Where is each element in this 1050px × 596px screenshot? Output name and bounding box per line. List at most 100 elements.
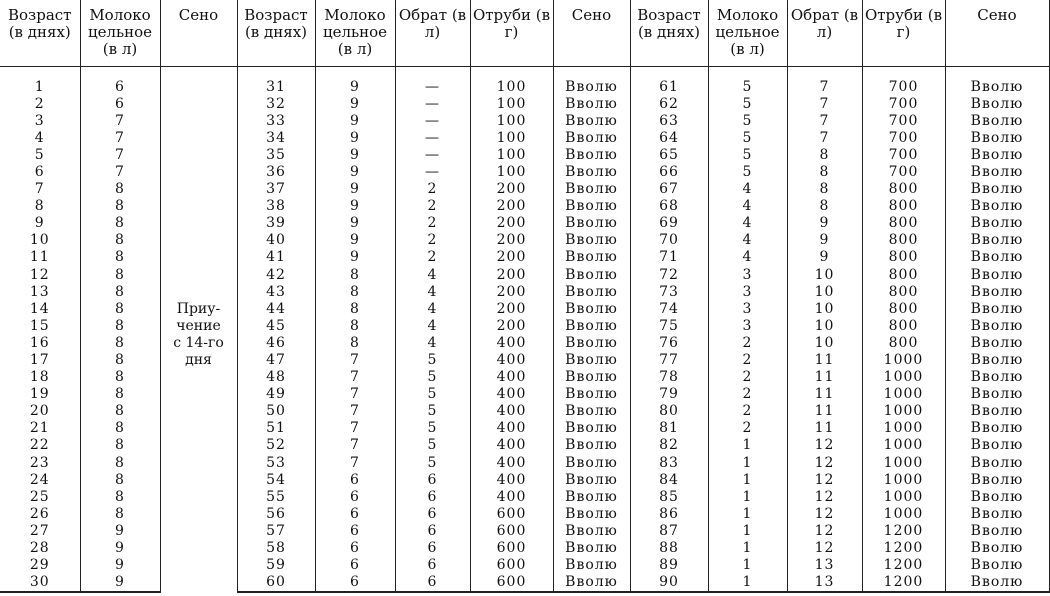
hay-cell: Вволю <box>944 78 1050 96</box>
hay-cell: Вволю <box>552 249 630 267</box>
skim-milk-cell: 5 <box>394 352 470 370</box>
column-header: Обрат (в л) <box>394 0 470 67</box>
age-cell: 69 <box>629 215 708 233</box>
skim-milk-cell: 12 <box>786 505 862 523</box>
whole-milk-cell: 3 <box>707 266 787 284</box>
skim-milk-cell: 5 <box>394 420 470 438</box>
age-cell: 46 <box>236 334 315 352</box>
hay-cell: Вволю <box>552 266 630 284</box>
age-cell: 8 <box>34 198 45 215</box>
bran-cell: 200 <box>469 198 553 216</box>
age-cell: 78 <box>629 369 708 387</box>
age-cell: 31 <box>236 78 315 96</box>
age-cell: 54 <box>236 471 315 489</box>
skim-milk-cell: 12 <box>786 471 862 489</box>
age-cell: 44 <box>236 300 315 318</box>
skim-milk-cell: 4 <box>394 300 470 318</box>
hay-cell: Вволю <box>944 232 1050 250</box>
skim-milk-cell: 6 <box>394 540 470 558</box>
age-cell: 82 <box>629 437 708 455</box>
age-cell: 14 <box>29 300 50 317</box>
bran-cell: 1200 <box>861 557 945 575</box>
bran-cell: 1000 <box>861 352 945 370</box>
hay-cell: Вволю <box>944 454 1050 472</box>
age-cell: 39 <box>236 215 315 233</box>
table-row: 8 8 38 9 2 200 Вволю 68 4 8 800 Вволю <box>0 198 1050 216</box>
skim-milk-cell: 5 <box>394 403 470 421</box>
hay-cell: Вволю <box>944 95 1050 113</box>
age-cell: 76 <box>629 334 708 352</box>
whole-milk-cell: 7 <box>314 352 395 370</box>
whole-milk-cell: 9 <box>314 198 395 216</box>
skim-milk-cell: — <box>394 129 470 147</box>
hay-cell: Вволю <box>944 112 1050 130</box>
bran-cell: 1000 <box>861 369 945 387</box>
skim-milk-cell: 10 <box>786 283 862 301</box>
whole-milk-cell: 7 <box>314 386 395 404</box>
hay-cell: Вволю <box>552 471 630 489</box>
age-cell: 81 <box>629 420 708 438</box>
hay-cell: Вволю <box>552 283 630 301</box>
age-cell: 17 <box>29 352 50 368</box>
bran-cell: 200 <box>469 249 553 267</box>
whole-milk-cell: 8 <box>79 437 160 455</box>
bran-cell: 200 <box>469 181 553 199</box>
hay-cell: Вволю <box>944 574 1050 594</box>
skim-milk-cell: 9 <box>786 215 862 233</box>
whole-milk-cell: 7 <box>79 163 160 182</box>
skim-milk-cell: 12 <box>786 488 862 506</box>
whole-milk-cell: 8 <box>79 420 160 438</box>
bran-cell: 600 <box>469 505 553 523</box>
bran-cell: 100 <box>469 129 553 147</box>
skim-milk-cell: 8 <box>786 181 862 199</box>
skim-milk-cell: 6 <box>394 557 470 575</box>
whole-milk-cell: 5 <box>707 78 787 96</box>
whole-milk-cell: 2 <box>707 403 787 421</box>
hay-cell: Вволю <box>944 352 1050 370</box>
skim-milk-cell: 8 <box>786 198 862 216</box>
whole-milk-cell: 1 <box>707 574 787 594</box>
hay-cell: Вволю <box>944 403 1050 421</box>
skim-milk-cell: 2 <box>394 249 470 267</box>
hay-cell: Вволю <box>552 369 630 387</box>
whole-milk-cell: 8 <box>314 266 395 284</box>
whole-milk-cell: 8 <box>314 283 395 301</box>
skim-milk-cell: 11 <box>786 403 862 421</box>
table-row: 24 8 54 6 6 400 Вволю 84 1 12 1000 Вволю <box>0 471 1050 489</box>
hay-cell: Вволю <box>552 334 630 352</box>
table-row: 29 9 59 6 6 600 Вволю 89 1 13 1200 Вволю <box>0 557 1050 575</box>
bran-cell: 600 <box>469 540 553 558</box>
hay-cell: Вволю <box>944 146 1050 164</box>
whole-milk-cell: 7 <box>79 129 160 147</box>
table-row: 21 8 51 7 5 400 Вволю 81 2 11 1000 Вволю <box>0 420 1050 438</box>
bran-cell: 700 <box>861 78 945 96</box>
skim-milk-cell: 6 <box>394 522 470 541</box>
age-cell: 89 <box>629 557 708 575</box>
hay-note-cell: Приу- чение с 14-го дня <box>159 78 237 593</box>
bran-cell: 100 <box>469 112 553 130</box>
age-cell: 6 <box>34 163 45 180</box>
age-cell: 34 <box>236 129 315 147</box>
skim-milk-cell: — <box>394 112 470 130</box>
whole-milk-cell: 7 <box>314 420 395 438</box>
skim-milk-cell: 10 <box>786 300 862 318</box>
bran-cell: 700 <box>861 146 945 164</box>
age-cell: 38 <box>236 198 315 216</box>
hay-cell: Вволю <box>552 420 630 438</box>
hay-cell: Вволю <box>552 215 630 233</box>
hay-cell: Вволю <box>552 505 630 523</box>
table-row: 7 8 37 9 2 200 Вволю 67 4 8 800 Вволю <box>0 181 1050 199</box>
age-cell: 43 <box>236 283 315 301</box>
age-cell: 1 <box>34 78 45 95</box>
column-header: Сено <box>159 0 237 67</box>
age-cell: 71 <box>629 249 708 267</box>
whole-milk-cell: 9 <box>79 557 160 575</box>
age-cell: 7 <box>34 181 45 198</box>
age-cell: 52 <box>236 437 315 455</box>
hay-cell: Вволю <box>944 163 1050 182</box>
bran-cell: 1000 <box>861 386 945 404</box>
column-header: Сено <box>944 0 1050 67</box>
age-cell: 41 <box>236 249 315 267</box>
skim-milk-cell: — <box>394 78 470 96</box>
age-cell: 35 <box>236 146 315 164</box>
